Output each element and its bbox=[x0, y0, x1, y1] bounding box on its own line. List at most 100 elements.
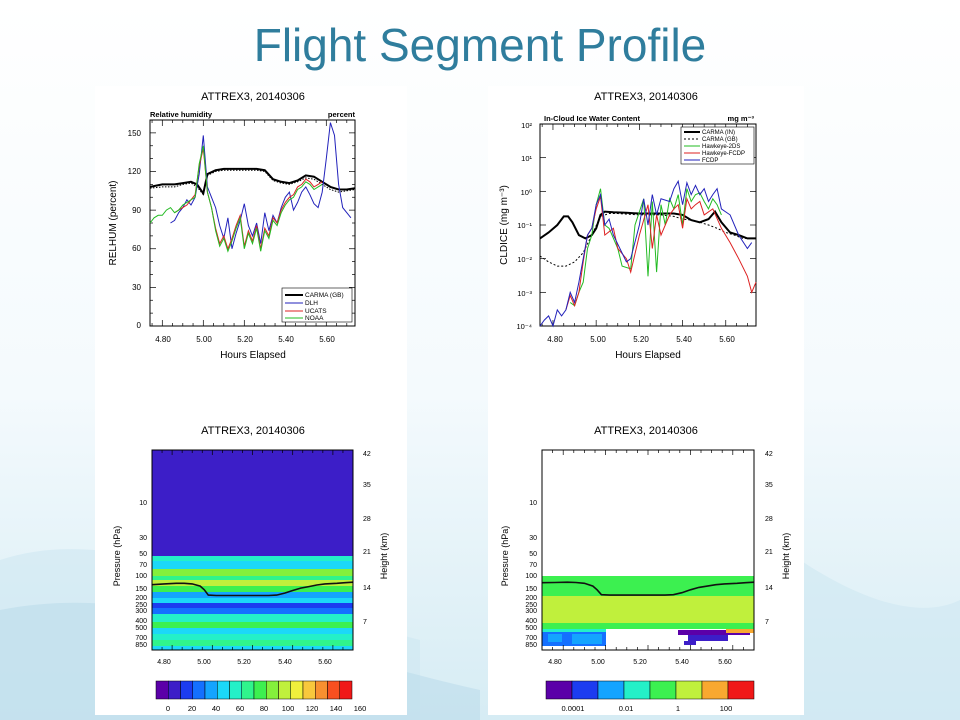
colorbar-label: 140 bbox=[330, 704, 343, 713]
y-axis-label: CLDICE (mg m⁻³) bbox=[499, 185, 510, 265]
relhum-panel: ATTREX3, 20140306 Relative humidity perc… bbox=[95, 86, 407, 366]
x-tick-label: 5.00 bbox=[591, 659, 605, 666]
heatmap-band bbox=[548, 634, 562, 642]
y-tick-label: 10 bbox=[529, 500, 537, 507]
colorbar-swatch bbox=[155, 680, 169, 700]
heatmap-band bbox=[684, 641, 696, 645]
heatmap-band bbox=[688, 635, 728, 641]
heatmap-field bbox=[152, 450, 353, 650]
heatmap-band bbox=[678, 630, 750, 635]
y-axis-label: Pressure (hPa) bbox=[112, 526, 122, 587]
colorbar-swatch bbox=[623, 680, 651, 700]
colorbar-swatch bbox=[180, 680, 193, 700]
legend-label: DLH bbox=[305, 300, 318, 307]
y-tick-label: 7 bbox=[363, 619, 367, 626]
heatmap-band bbox=[152, 569, 353, 576]
colorbar-label: 160 bbox=[354, 704, 367, 713]
x-tick-label: 5.40 bbox=[676, 335, 692, 344]
subtitle-right: percent bbox=[328, 110, 356, 119]
colorbar bbox=[545, 680, 755, 700]
heatmap-band bbox=[152, 598, 353, 603]
heatmap-band bbox=[152, 608, 353, 614]
y-tick-label: 10⁻² bbox=[517, 255, 532, 264]
legend: CARMA (IN) CARMA (GB) Hawkeye-2DS Hawkey… bbox=[680, 126, 755, 165]
heatmap-band bbox=[152, 576, 353, 580]
colorbar-swatch bbox=[327, 680, 340, 700]
heatmap-band bbox=[152, 622, 353, 628]
x-tick-label: 4.80 bbox=[157, 659, 171, 666]
y-tick-label: 250 bbox=[135, 602, 147, 609]
series-line bbox=[539, 213, 752, 267]
heatmap-band bbox=[542, 629, 606, 632]
colorbar-swatch bbox=[168, 680, 181, 700]
heatmap-band bbox=[152, 614, 353, 622]
series-line bbox=[149, 145, 323, 253]
legend-label: Hawkeye-2DS bbox=[702, 144, 740, 150]
y-tick-label: 250 bbox=[525, 602, 537, 609]
y-tick-label: 150 bbox=[128, 129, 142, 138]
series-group bbox=[539, 179, 757, 328]
flight-track-line bbox=[151, 581, 354, 597]
heatmap-band bbox=[542, 576, 754, 596]
series-line bbox=[569, 188, 722, 307]
cldice-curtain-panel: ATTREX3, 20140306 4.80 5.00 5.20 5.40 5.… bbox=[488, 366, 804, 715]
heatmap-band bbox=[152, 634, 353, 640]
heatmap-band bbox=[572, 634, 602, 644]
slide-title: Flight Segment Profile bbox=[253, 19, 707, 71]
y-tick-label: 500 bbox=[135, 625, 147, 632]
colorbar-swatch bbox=[571, 680, 599, 700]
x-axis: 4.80 5.00 5.20 5.40 5.60 bbox=[155, 335, 335, 344]
y-tick-label: 35 bbox=[363, 482, 371, 489]
y-tick-label: 400 bbox=[135, 618, 147, 625]
y-tick-label: 10¹ bbox=[521, 154, 532, 163]
y-tick-label: 100 bbox=[135, 573, 147, 580]
axis-ticks bbox=[541, 450, 755, 650]
x-tick-label: 5.40 bbox=[675, 659, 689, 666]
axis-ticks bbox=[150, 119, 355, 327]
heatmap-band bbox=[152, 556, 353, 561]
height-axis: 42 35 28 21 14 7 bbox=[765, 451, 773, 626]
y-tick-label: 150 bbox=[135, 586, 147, 593]
series-line bbox=[149, 169, 356, 196]
y-tick-label: 400 bbox=[525, 618, 537, 625]
y-tick-label: 10⁻⁴ bbox=[516, 322, 532, 331]
y-tick-label: 0 bbox=[137, 321, 142, 330]
y-tick-label: 700 bbox=[135, 635, 147, 642]
colorbar-label: 1 bbox=[676, 704, 680, 713]
chart-title: ATTREX3, 20140306 bbox=[594, 425, 698, 437]
legend-label: Hawkeye-FCDP bbox=[702, 151, 745, 157]
y-tick-label: 50 bbox=[529, 551, 537, 558]
heatmap-field bbox=[542, 576, 754, 646]
y-tick-label: 14 bbox=[765, 585, 773, 592]
colorbar-swatch bbox=[217, 680, 230, 700]
y-tick-label: 10⁰ bbox=[521, 188, 532, 197]
y-tick-label: 28 bbox=[765, 516, 773, 523]
heatmap-band bbox=[542, 596, 754, 623]
colorbar-label: 60 bbox=[236, 704, 244, 713]
y-tick-label: 70 bbox=[139, 562, 147, 569]
x-tick-label: 4.80 bbox=[155, 335, 171, 344]
y-tick-label: 850 bbox=[525, 642, 537, 649]
colorbar-label: 20 bbox=[188, 704, 196, 713]
y-tick-label: 14 bbox=[363, 585, 371, 592]
colorbar-swatch bbox=[315, 680, 328, 700]
colorbar-swatch bbox=[241, 680, 255, 700]
y-tick-label: 500 bbox=[525, 625, 537, 632]
x-axis: 4.80 5.00 5.20 5.40 5.60 bbox=[547, 335, 735, 344]
x-axis: 4.80 5.00 5.20 5.40 5.60 bbox=[157, 659, 332, 666]
y-tick-label: 700 bbox=[525, 635, 537, 642]
x-tick-label: 5.40 bbox=[278, 659, 292, 666]
colorbar-swatch bbox=[192, 680, 206, 700]
colorbar-label: 80 bbox=[260, 704, 268, 713]
y-axis: 0 30 60 90 120 150 bbox=[128, 129, 142, 330]
chart-title: ATTREX3, 20140306 bbox=[594, 91, 698, 103]
series-line bbox=[539, 209, 756, 240]
y-tick-label: 850 bbox=[135, 642, 147, 649]
colorbar-swatch bbox=[545, 680, 573, 700]
y-tick-label: 30 bbox=[139, 535, 147, 542]
x-axis-label: Hours Elapsed bbox=[220, 350, 286, 361]
heatmap-band bbox=[152, 603, 353, 608]
legend-label: NOAA bbox=[305, 315, 324, 322]
colorbar-label: 0.0001 bbox=[562, 704, 585, 713]
series-group bbox=[149, 122, 356, 253]
